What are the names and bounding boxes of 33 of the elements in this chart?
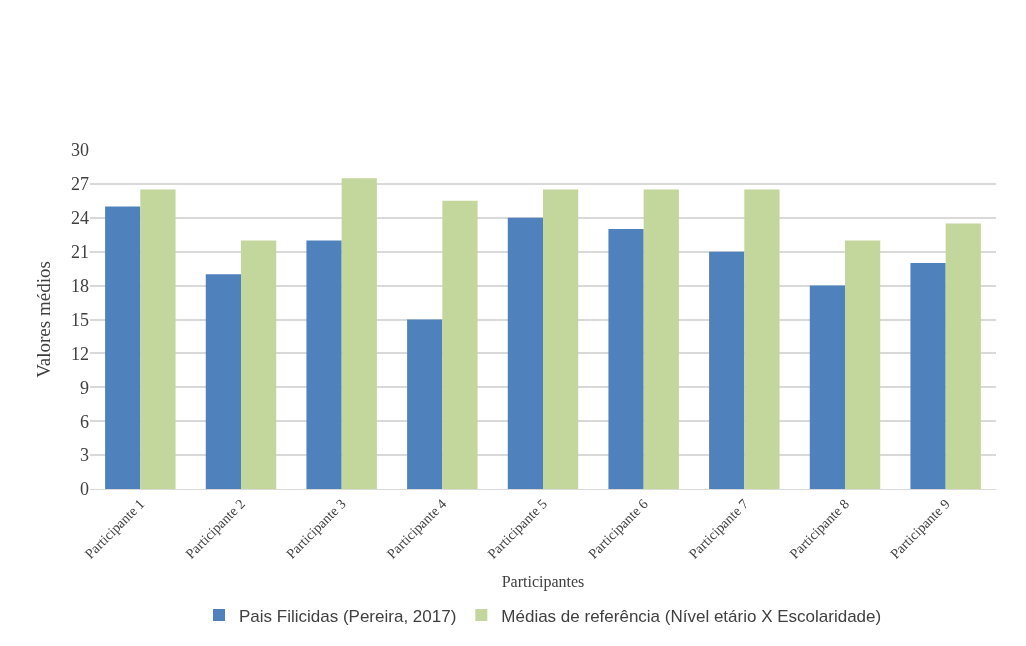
y-tick-label: 6	[80, 411, 89, 432]
bar	[442, 200, 478, 489]
y-tick-label: 15	[71, 309, 89, 330]
y-tick-label: 21	[71, 242, 89, 262]
legend-label: Médias de referência (Nível etário X Escolaridade)	[501, 606, 882, 626]
y-tick-label: 30	[71, 140, 89, 161]
bar	[744, 189, 780, 489]
bar	[945, 223, 981, 489]
y-tick-label: 3	[80, 445, 89, 466]
y-tick-label: 18	[71, 275, 89, 296]
bar	[105, 206, 141, 489]
legend-label: Pais Filicidas (Pereira, 2017)	[239, 606, 457, 626]
bar	[140, 189, 176, 489]
y-axis-title: Valores médios	[32, 261, 54, 378]
bar	[507, 217, 543, 489]
bar	[306, 240, 342, 489]
bar	[809, 285, 845, 489]
bar	[543, 189, 579, 489]
y-tick-label: 24	[71, 208, 89, 229]
bar	[341, 178, 377, 489]
bar	[910, 263, 946, 489]
bar	[643, 189, 679, 489]
y-tick-label: 0	[80, 479, 89, 500]
y-tick-label: 27	[71, 174, 89, 195]
bar	[608, 229, 644, 489]
y-tick-label: 9	[80, 377, 89, 398]
bar	[407, 319, 443, 489]
bar	[709, 251, 745, 489]
bar	[205, 274, 241, 489]
bar	[241, 240, 277, 489]
bar	[845, 240, 881, 489]
x-axis-title: Participantes	[501, 573, 585, 592]
y-tick-label: 12	[71, 343, 89, 364]
